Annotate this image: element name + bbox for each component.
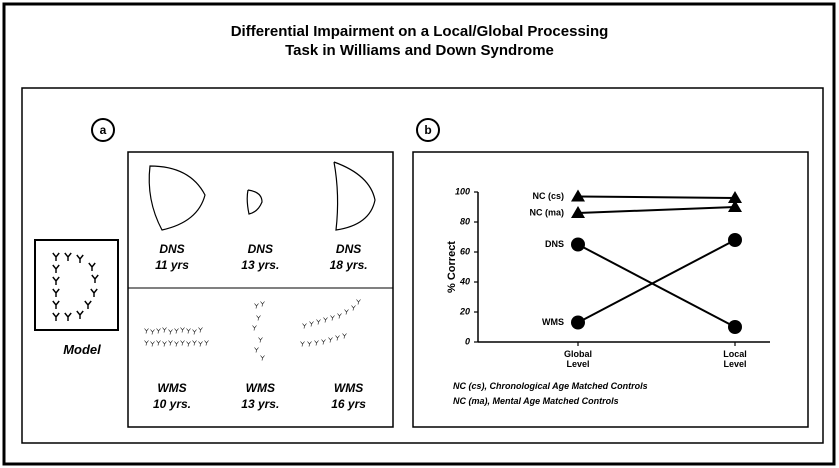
model-label: Model: [38, 342, 126, 358]
marker: [728, 233, 742, 247]
y-tick-label: 0: [465, 336, 470, 346]
x-tick-label: Global Level: [558, 349, 598, 369]
series-label: NC (cs): [532, 191, 564, 201]
marker: [571, 238, 585, 252]
title-line: Differential Impairment on a Local/Globa…: [0, 23, 839, 40]
series-label: WMS: [542, 317, 564, 327]
cell-age: 11 yrs: [128, 257, 216, 273]
y-tick-label: 20: [459, 306, 470, 316]
cell-group: DNS: [128, 241, 216, 257]
marker: [571, 316, 585, 330]
wms-drawings: [145, 300, 361, 361]
cell-group: WMS: [128, 380, 216, 396]
cell-age: 13 yrs.: [216, 396, 304, 412]
marker: [571, 190, 585, 202]
series-label: DNS: [545, 239, 564, 249]
cell-group: WMS: [216, 380, 304, 396]
y-tick-label: 60: [460, 246, 470, 256]
figure: a b % Correct 0 20 40 60 80 100 NC (cs) NC (ma)…: [0, 0, 839, 468]
cell-age: 18 yrs.: [305, 257, 393, 273]
panel-b-label: b: [424, 123, 431, 137]
cell-group: DNS: [305, 241, 393, 257]
cell-group: WMS: [305, 380, 393, 396]
y-tick-label: 100: [455, 186, 470, 196]
chart-note: NC (ma), Mental Age Matched Controls: [453, 396, 619, 406]
series-line: [578, 207, 735, 213]
y-axis-label: % Correct: [446, 241, 458, 293]
series-line: [578, 245, 735, 328]
cell-group: DNS: [216, 241, 304, 257]
marker: [728, 320, 742, 334]
dns-drawings: [149, 162, 375, 230]
y-tick-label: 40: [459, 276, 470, 286]
model-box: [35, 240, 118, 330]
cell-age: 10 yrs.: [128, 396, 216, 412]
series-line: [578, 197, 735, 199]
chart-note: NC (cs), Chronological Age Matched Contr…: [453, 381, 648, 391]
series-label: NC (ma): [529, 207, 564, 217]
panel-a-label: a: [100, 123, 107, 137]
title-line: Task in Williams and Down Syndrome: [0, 42, 839, 59]
series-line: [578, 240, 735, 323]
cell-age: 16 yrs: [305, 396, 393, 412]
y-tick-label: 80: [460, 216, 470, 226]
figure-graphics: a b % Correct 0 20 40 60 80 100 NC (cs) NC (ma)…: [0, 0, 839, 468]
x-tick-label: Local Level: [715, 349, 755, 369]
model-drawing: [53, 253, 98, 321]
cell-age: 13 yrs.: [216, 257, 304, 273]
